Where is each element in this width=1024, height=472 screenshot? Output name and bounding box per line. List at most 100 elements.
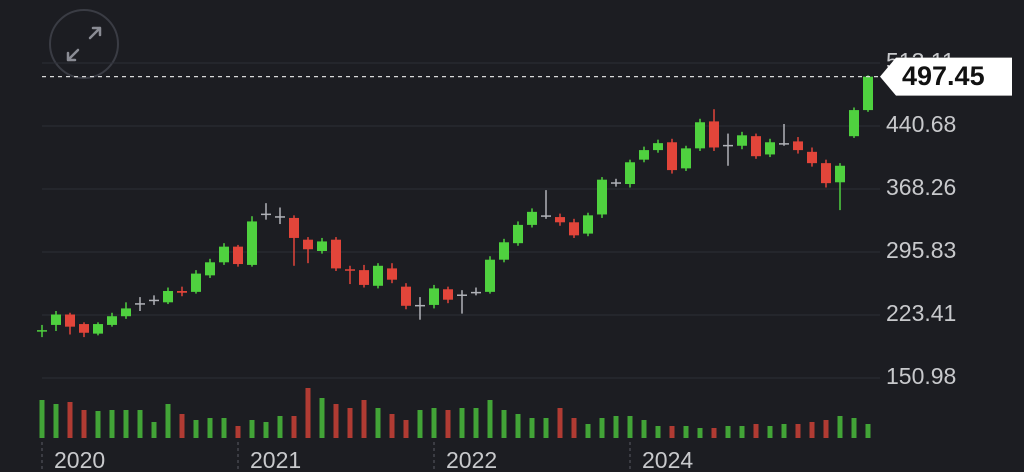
candle-body bbox=[107, 316, 117, 325]
volume-bar bbox=[655, 426, 661, 438]
volume-bar bbox=[319, 398, 325, 438]
candle-body bbox=[261, 213, 271, 216]
expand-icon bbox=[66, 26, 102, 62]
volume-bar bbox=[473, 408, 479, 438]
candle-body bbox=[93, 324, 103, 334]
candle-body bbox=[793, 141, 803, 151]
volume-bar bbox=[109, 410, 115, 438]
candle-body bbox=[485, 259, 495, 292]
volume-bar bbox=[431, 408, 437, 438]
volume-bar bbox=[697, 428, 703, 438]
candle-body bbox=[835, 165, 845, 183]
expand-circle bbox=[49, 9, 119, 79]
y-tick-label: 295.83 bbox=[886, 237, 956, 263]
volume-bar bbox=[179, 414, 185, 438]
volume-bar bbox=[865, 424, 871, 438]
volume-bar bbox=[459, 408, 465, 438]
volume-bar bbox=[851, 418, 857, 438]
volume-bar bbox=[291, 416, 297, 438]
volume-bar bbox=[67, 402, 73, 438]
candle-body bbox=[779, 143, 789, 145]
candle-body bbox=[415, 304, 425, 307]
volume-bar bbox=[599, 418, 605, 438]
candle-body bbox=[149, 299, 159, 302]
y-tick-label: 440.68 bbox=[886, 111, 956, 137]
candle-body bbox=[205, 262, 215, 276]
volume-bar bbox=[767, 426, 773, 438]
price-tag bbox=[880, 57, 1012, 96]
candle-body bbox=[597, 179, 607, 215]
candle-body bbox=[79, 324, 89, 333]
candle-body bbox=[177, 291, 187, 293]
candle-body bbox=[681, 148, 691, 169]
volume-bar bbox=[207, 418, 213, 438]
candle-body bbox=[121, 308, 131, 317]
candle-body bbox=[499, 242, 509, 260]
x-tick-label: 2021 bbox=[250, 447, 301, 472]
volume-bar bbox=[641, 420, 647, 438]
x-tick-label: 2020 bbox=[54, 447, 105, 472]
candle-body bbox=[471, 291, 481, 294]
candle-body bbox=[219, 246, 229, 263]
volume-bar bbox=[151, 422, 157, 438]
volume-bar bbox=[515, 414, 521, 438]
volume-bar bbox=[627, 416, 633, 438]
candle-body bbox=[849, 110, 859, 137]
volume-bar bbox=[753, 424, 759, 438]
volume-bar bbox=[263, 422, 269, 438]
candle-body bbox=[275, 216, 285, 218]
candle-body bbox=[765, 142, 775, 155]
candle-body bbox=[401, 286, 411, 306]
volume-bar bbox=[403, 420, 409, 438]
volume-bar bbox=[417, 410, 423, 438]
volume-bar bbox=[53, 404, 59, 438]
candle-body bbox=[625, 162, 635, 185]
last-price-label: 497.45 bbox=[902, 61, 985, 91]
candle-body bbox=[527, 211, 537, 225]
candle-body bbox=[695, 122, 705, 149]
volume-bar bbox=[501, 410, 507, 438]
candle-body bbox=[303, 239, 313, 250]
candle-body bbox=[821, 163, 831, 184]
candle-body bbox=[723, 144, 733, 147]
candle-body bbox=[541, 215, 551, 217]
volume-bar bbox=[375, 408, 381, 438]
candle-body bbox=[135, 303, 145, 305]
volume-bar bbox=[95, 411, 101, 438]
y-tick-label: 368.26 bbox=[886, 174, 956, 200]
volume-bar bbox=[361, 400, 367, 438]
candle-body bbox=[65, 314, 75, 327]
volume-bar bbox=[557, 408, 563, 438]
candle-body bbox=[709, 121, 719, 148]
candle-body bbox=[443, 289, 453, 300]
candle-body bbox=[191, 273, 201, 292]
volume-bar bbox=[669, 426, 675, 438]
volume-bar bbox=[445, 410, 451, 438]
candle-body bbox=[331, 239, 341, 269]
volume-bar bbox=[739, 426, 745, 438]
candle-body bbox=[247, 221, 257, 265]
candle-body bbox=[317, 241, 327, 251]
candle-body bbox=[667, 142, 677, 171]
volume-bar bbox=[165, 404, 171, 438]
candle-body bbox=[37, 330, 47, 332]
volume-bar bbox=[823, 420, 829, 438]
volume-bar bbox=[683, 426, 689, 438]
volume-bar bbox=[389, 414, 395, 438]
volume-bar bbox=[193, 420, 199, 438]
x-tick-label: 2022 bbox=[446, 447, 497, 472]
expand-button[interactable] bbox=[49, 9, 119, 79]
volume-bar bbox=[725, 426, 731, 438]
candle-body bbox=[345, 269, 355, 271]
candle-body bbox=[653, 143, 663, 151]
volume-bar bbox=[543, 418, 549, 438]
candle-body bbox=[863, 76, 873, 111]
candle-body bbox=[555, 217, 565, 223]
y-tick-label: 150.98 bbox=[886, 363, 956, 389]
candle-body bbox=[639, 150, 649, 160]
volume-bar bbox=[81, 410, 87, 438]
volume-bar bbox=[235, 426, 241, 438]
